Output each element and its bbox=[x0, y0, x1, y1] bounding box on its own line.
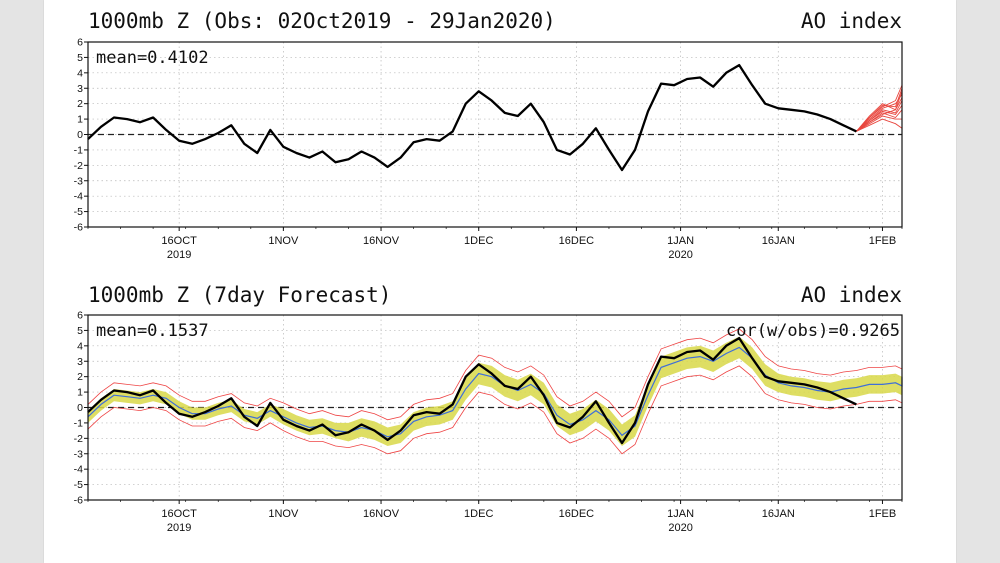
x-tick-label: 1DEC bbox=[464, 508, 493, 520]
y-tick-label: -3 bbox=[74, 448, 83, 460]
observed-ao-line bbox=[87, 63, 857, 172]
ensemble-member-line bbox=[856, 82, 903, 132]
panel-observed: 1000mb Z (Obs: 02Oct2019 - 29Jan2020) AO… bbox=[74, 9, 903, 261]
x-tick-label: 16OCT bbox=[161, 235, 197, 247]
y-tick-label: 4 bbox=[77, 67, 83, 79]
y-tick-label: -5 bbox=[74, 479, 83, 491]
y-tick-label: 5 bbox=[77, 52, 83, 64]
x-tick-label: 16NOV bbox=[363, 508, 400, 520]
x-tick-label: 1NOV bbox=[268, 235, 299, 247]
x-tick-year-label: 2020 bbox=[668, 522, 692, 534]
panel-title: 1000mb Z (Obs: 02Oct2019 - 29Jan2020) bbox=[88, 9, 556, 33]
chart-canvas: 1000mb Z (Obs: 02Oct2019 - 29Jan2020) AO… bbox=[74, 9, 903, 534]
y-tick-label: 0 bbox=[77, 129, 83, 141]
y-tick-label: 1 bbox=[77, 387, 83, 399]
y-tick-label: -2 bbox=[74, 433, 83, 445]
y-tick-label: 3 bbox=[77, 83, 83, 95]
y-tick-label: -2 bbox=[74, 160, 83, 172]
x-tick-label: 16OCT bbox=[161, 508, 197, 520]
plot-area: -6 -5 -4 -3 -2 -1 0 1 2 3 4 5 6 16OCT 2019 1NOV 16NOV 1DE… bbox=[74, 310, 903, 534]
x-tick-label: 16JAN bbox=[762, 235, 795, 247]
y-tick-label: -6 bbox=[74, 222, 83, 234]
x-tick-year-label: 2020 bbox=[668, 249, 692, 261]
y-tick-label: -4 bbox=[74, 191, 83, 203]
x-tick-year-label: 2019 bbox=[167, 249, 191, 261]
observed-ao-line bbox=[87, 336, 857, 445]
y-tick-label: -1 bbox=[74, 144, 83, 156]
forecast-upper-envelope bbox=[87, 328, 903, 421]
y-tick-label: 2 bbox=[77, 98, 83, 110]
x-tick-label: 16JAN bbox=[762, 508, 795, 520]
y-tick-label: 2 bbox=[77, 371, 83, 383]
y-tick-label: -1 bbox=[74, 417, 83, 429]
x-tick-label: 1NOV bbox=[268, 508, 299, 520]
correlation-annotation: cor(w/obs)=0.9265 bbox=[726, 321, 900, 341]
x-tick-label: 1JAN bbox=[667, 235, 694, 247]
forecast-lower-envelope bbox=[87, 365, 903, 455]
x-tick-label: 16DEC bbox=[559, 235, 595, 247]
plot-area: -6 -5 -4 -3 -2 -1 0 1 2 3 4 5 6 16OCT 2019 1NOV 16NOV 1DE… bbox=[74, 37, 903, 261]
x-tick-label: 1JAN bbox=[667, 508, 694, 520]
y-tick-label: 0 bbox=[77, 402, 83, 414]
panel-title-right: AO index bbox=[801, 283, 902, 307]
y-tick-label: 6 bbox=[77, 310, 83, 322]
y-tick-label: 3 bbox=[77, 356, 83, 368]
y-tick-label: 1 bbox=[77, 114, 83, 126]
y-tick-label: 5 bbox=[77, 325, 83, 337]
y-tick-label: 4 bbox=[77, 340, 83, 352]
x-tick-label: 1DEC bbox=[464, 235, 493, 247]
y-tick-label: -6 bbox=[74, 495, 83, 507]
mean-annotation: mean=0.1537 bbox=[96, 321, 209, 341]
x-tick-label: 16NOV bbox=[363, 235, 400, 247]
mean-annotation: mean=0.4102 bbox=[96, 48, 209, 68]
panel-7day-forecast: 1000mb Z (7day Forecast) AO index -6 -5 -4… bbox=[74, 283, 903, 534]
y-tick-label: -5 bbox=[74, 206, 83, 218]
panel-title-right: AO index bbox=[801, 9, 902, 33]
panel-title: 1000mb Z (7day Forecast) bbox=[88, 283, 391, 307]
forecast-spread-band bbox=[88, 336, 902, 446]
y-tick-label: -4 bbox=[74, 464, 83, 476]
y-tick-label: -3 bbox=[74, 175, 83, 187]
x-tick-label: 16DEC bbox=[559, 508, 595, 520]
y-tick-label: 6 bbox=[77, 37, 83, 49]
x-tick-year-label: 2019 bbox=[167, 522, 191, 534]
x-tick-label: 1FEB bbox=[869, 235, 897, 247]
ensemble-member-line bbox=[856, 63, 903, 132]
chart-sheet: 1000mb Z (Obs: 02Oct2019 - 29Jan2020) AO… bbox=[44, 0, 956, 563]
x-tick-label: 1FEB bbox=[869, 508, 897, 520]
